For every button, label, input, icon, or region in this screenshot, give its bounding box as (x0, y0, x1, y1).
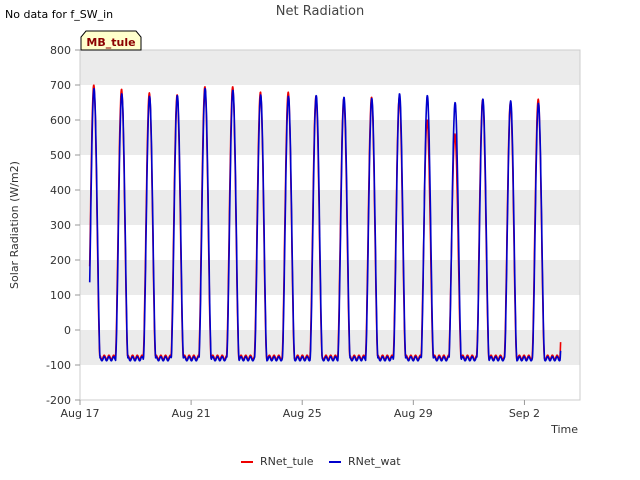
grid-band (80, 190, 580, 225)
series-line-rnet-wat (88, 87, 562, 362)
grid-band (80, 120, 580, 155)
grid-band (80, 225, 580, 260)
y-tick-label: 300 (50, 219, 71, 232)
grid-band (80, 260, 580, 295)
x-tick-label: Aug 25 (283, 407, 322, 420)
grid-bands (80, 50, 580, 400)
badge-label: MB_tule (86, 36, 135, 49)
legend: RNet_tule RNet_wat (241, 455, 401, 468)
grid-band (80, 85, 580, 120)
grid-band (80, 365, 580, 400)
y-tick-label: 800 (50, 44, 71, 57)
y-tick-label: 700 (50, 79, 71, 92)
y-tick-label: 200 (50, 254, 71, 267)
mb-tule-badge: MB_tule (80, 30, 142, 51)
legend-label-tule: RNet_tule (260, 455, 314, 468)
y-tick-label: 600 (50, 114, 71, 127)
x-tick-label: Sep 2 (509, 407, 540, 420)
x-tick-label: Aug 29 (394, 407, 433, 420)
series-layer (88, 84, 562, 362)
x-axis-label: Time (550, 423, 578, 436)
y-tick-label: 500 (50, 149, 71, 162)
y-tick-label: -100 (46, 359, 71, 372)
grid-band (80, 295, 580, 330)
y-tick-label: 0 (64, 324, 71, 337)
y-tick-label: 400 (50, 184, 71, 197)
x-tick-label: Aug 21 (172, 407, 211, 420)
grid-band (80, 50, 580, 85)
chart-title: Net Radiation (276, 4, 364, 19)
y-tick-label: -200 (46, 394, 71, 407)
x-tick-label: Aug 17 (61, 407, 100, 420)
y-axis-ticks: -200 -100 0 100 200 300 400 500 600 700 800 (46, 44, 80, 407)
plot-area (79, 49, 581, 401)
x-axis-ticks: Aug 17 Aug 21 Aug 25 Aug 29 Sep 2 (61, 400, 540, 420)
y-tick-label: 100 (50, 289, 71, 302)
no-data-note: No data for f_SW_in (5, 8, 113, 21)
grid-band (80, 155, 580, 190)
legend-label-wat: RNet_wat (348, 455, 401, 468)
badge-shape (80, 30, 142, 51)
y-axis-label: Solar Radiation (W/m2) (8, 161, 21, 289)
